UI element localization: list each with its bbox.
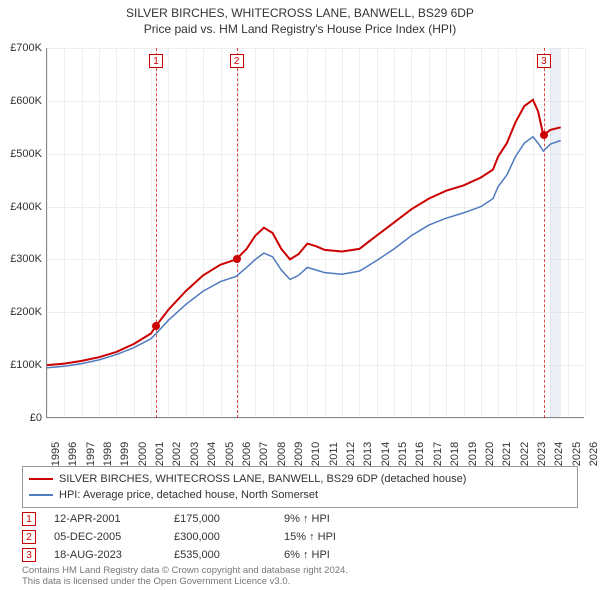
gridline-vertical: [585, 48, 586, 417]
sales-table: 1 12-APR-2001£175,0009% ↑ HPI 2 05-DEC-2005…: [22, 510, 578, 564]
xtick-label: 2007: [258, 442, 270, 466]
title-subtitle: Price paid vs. HM Land Registry's House …: [0, 22, 600, 36]
ytick-label: £300K: [0, 253, 42, 265]
sales-delta-vs-hpi: 6% ↑ HPI: [284, 549, 384, 561]
marker-number-box: 3: [537, 54, 551, 68]
xtick-label: 2010: [310, 442, 322, 466]
ytick-label: £100K: [0, 359, 42, 371]
chart-plot-area: 1 2 3: [46, 48, 584, 418]
ytick-label: £600K: [0, 95, 42, 107]
sales-date: 18-AUG-2023: [54, 549, 174, 561]
gridline-horizontal: [47, 418, 584, 419]
ytick-label: £0: [0, 412, 42, 424]
legend-label: SILVER BIRCHES, WHITECROSS LANE, BANWELL…: [59, 473, 466, 485]
xtick-label: 2020: [484, 442, 496, 466]
sales-marker-box: 3: [22, 548, 36, 562]
marker-number-box: 1: [149, 54, 163, 68]
xtick-label: 2023: [536, 442, 548, 466]
xtick-label: 2026: [588, 442, 600, 466]
xtick-label: 2019: [467, 442, 479, 466]
series-line-hpi: [47, 137, 561, 368]
xtick-label: 2024: [553, 442, 565, 466]
sales-row: 2 05-DEC-2005£300,00015% ↑ HPI: [22, 528, 578, 546]
sales-delta-vs-hpi: 15% ↑ HPI: [284, 531, 384, 543]
xtick-label: 2009: [293, 442, 305, 466]
legend-box: SILVER BIRCHES, WHITECROSS LANE, BANWELL…: [22, 466, 578, 508]
sales-row: 3 18-AUG-2023£535,0006% ↑ HPI: [22, 546, 578, 564]
marker-dot: [152, 322, 160, 330]
footer-line2: This data is licensed under the Open Gov…: [22, 577, 348, 588]
marker-dot: [540, 131, 548, 139]
xtick-label: 1999: [119, 442, 131, 466]
sales-marker-box: 1: [22, 512, 36, 526]
xtick-label: 2021: [501, 442, 513, 466]
xtick-label: 2018: [449, 442, 461, 466]
xtick-label: 2012: [345, 442, 357, 466]
xtick-label: 2008: [276, 442, 288, 466]
legend-item-price-paid: SILVER BIRCHES, WHITECROSS LANE, BANWELL…: [29, 471, 571, 487]
sales-row: 1 12-APR-2001£175,0009% ↑ HPI: [22, 510, 578, 528]
xtick-label: 2003: [189, 442, 201, 466]
chart-lines-svg: [47, 48, 585, 418]
xtick-label: 2015: [397, 442, 409, 466]
xtick-label: 2016: [414, 442, 426, 466]
title-address: SILVER BIRCHES, WHITECROSS LANE, BANWELL…: [0, 6, 600, 20]
ytick-label: £700K: [0, 42, 42, 54]
sales-marker-box: 2: [22, 530, 36, 544]
sales-delta-vs-hpi: 9% ↑ HPI: [284, 513, 384, 525]
sales-price: £300,000: [174, 531, 284, 543]
marker-number-box: 2: [230, 54, 244, 68]
xtick-label: 1996: [67, 442, 79, 466]
sales-price: £535,000: [174, 549, 284, 561]
xtick-label: 2013: [362, 442, 374, 466]
legend-swatch-price-paid: [29, 478, 53, 480]
xtick-label: 2006: [241, 442, 253, 466]
sales-date: 12-APR-2001: [54, 513, 174, 525]
xtick-label: 2011: [328, 442, 340, 466]
xtick-label: 2000: [137, 442, 149, 466]
xtick-label: 1995: [50, 442, 62, 466]
xtick-label: 2001: [154, 442, 166, 466]
sales-price: £175,000: [174, 513, 284, 525]
legend-swatch-hpi: [29, 494, 53, 496]
ytick-label: £500K: [0, 148, 42, 160]
legend-label: HPI: Average price, detached house, Nort…: [59, 489, 318, 501]
xtick-label: 2017: [432, 442, 444, 466]
marker-dot: [233, 255, 241, 263]
xtick-label: 2022: [519, 442, 531, 466]
xtick-label: 1997: [85, 442, 97, 466]
xtick-label: 2005: [224, 442, 236, 466]
chart-title-block: SILVER BIRCHES, WHITECROSS LANE, BANWELL…: [0, 0, 600, 38]
xtick-label: 2004: [206, 442, 218, 466]
xtick-label: 1998: [102, 442, 114, 466]
series-line-price_paid: [47, 100, 561, 365]
xtick-label: 2002: [171, 442, 183, 466]
footer-attribution: Contains HM Land Registry data © Crown c…: [22, 566, 348, 588]
xtick-label: 2025: [571, 442, 583, 466]
legend-item-hpi: HPI: Average price, detached house, Nort…: [29, 487, 571, 503]
xtick-label: 2014: [380, 442, 392, 466]
ytick-label: £400K: [0, 201, 42, 213]
ytick-label: £200K: [0, 306, 42, 318]
sales-date: 05-DEC-2005: [54, 531, 174, 543]
